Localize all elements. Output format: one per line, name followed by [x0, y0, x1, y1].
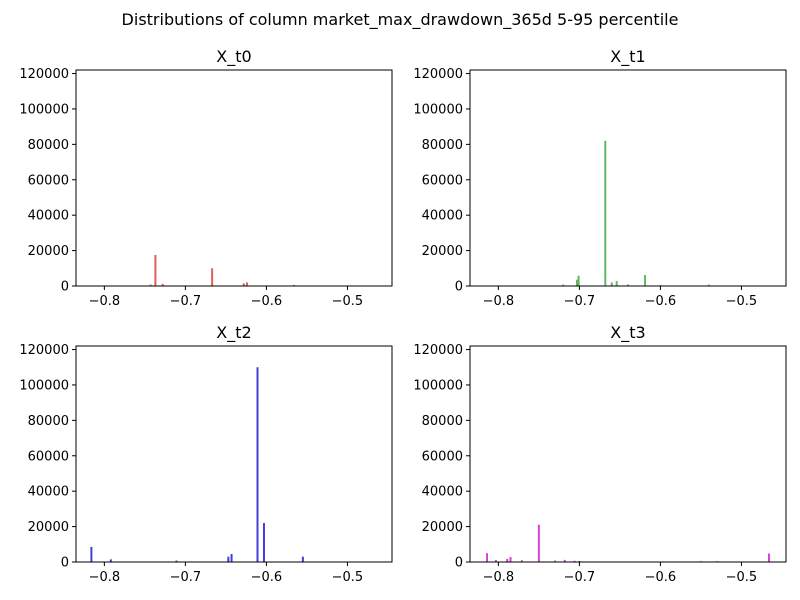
bar [245, 282, 248, 286]
y-tick-label: 60000 [422, 173, 463, 188]
y-tick-label: 0 [455, 556, 463, 571]
subplot-title: X_t3 [610, 323, 645, 343]
y-tick-label: 120000 [413, 67, 463, 82]
bar [610, 282, 613, 286]
bar [575, 279, 578, 286]
y-tick-label: 60000 [28, 173, 69, 188]
y-tick-label: 0 [455, 280, 463, 295]
bar [767, 553, 770, 562]
y-tick-label: 60000 [422, 449, 463, 464]
bar [577, 275, 580, 286]
bar [230, 554, 233, 562]
x-tick-label: −0.6 [645, 294, 677, 309]
y-tick-label: 100000 [413, 102, 463, 117]
bar [256, 367, 259, 562]
x-tick-label: −0.7 [170, 294, 202, 309]
y-tick-label: 80000 [422, 414, 463, 429]
bar [708, 284, 711, 286]
bar [604, 140, 607, 286]
x-tick-label: −0.5 [332, 570, 364, 585]
x-tick-label: −0.6 [251, 570, 283, 585]
x-tick-label: −0.6 [251, 294, 283, 309]
subplot-2: 0 20000 40000 60000 80000 100000 120000 −0.8 −0.… [19, 323, 393, 585]
bar [175, 560, 178, 562]
subplot-title: X_t1 [610, 47, 645, 67]
axes-frame [469, 69, 787, 287]
x-tick-label: −0.7 [564, 294, 596, 309]
x-tick-label: −0.8 [89, 294, 121, 309]
y-tick-label: 80000 [422, 138, 463, 153]
bar [573, 560, 576, 562]
bar [242, 283, 245, 286]
x-tick-label: −0.8 [483, 570, 515, 585]
y-tick-label: 20000 [422, 520, 463, 535]
bar [578, 560, 581, 562]
subplot-1: 0 20000 40000 60000 80000 100000 120000 −0.8 −0.… [413, 47, 787, 309]
bar [627, 284, 629, 286]
bar [227, 556, 230, 562]
y-tick-label: 20000 [28, 244, 69, 259]
axes-frame [469, 345, 787, 563]
y-tick-label: 40000 [422, 209, 463, 224]
y-tick-label: 40000 [28, 485, 69, 500]
y-tick-label: 100000 [19, 102, 69, 117]
bar [211, 268, 214, 286]
x-tick-label: −0.5 [332, 294, 364, 309]
y-tick-label: 0 [61, 280, 69, 295]
x-tick-label: −0.7 [564, 570, 596, 585]
bar [615, 281, 618, 286]
bar [486, 553, 489, 562]
figure-title: Distributions of column market_max_drawd… [122, 10, 679, 30]
y-tick-label: 20000 [28, 520, 69, 535]
bar [154, 255, 157, 286]
x-tick-label: −0.6 [645, 570, 677, 585]
bar [292, 284, 295, 286]
y-tick-label: 100000 [19, 378, 69, 393]
x-tick-label: −0.7 [170, 570, 202, 585]
bar [537, 524, 540, 562]
subplot-0: 0 20000 40000 60000 80000 100000 120000 −0.8 −0.… [19, 47, 393, 309]
bar [494, 559, 497, 562]
bar [506, 558, 509, 562]
bar [109, 559, 112, 562]
x-tick-label: −0.5 [726, 294, 758, 309]
y-tick-label: 120000 [413, 343, 463, 358]
subplot-3: 0 20000 40000 60000 80000 100000 120000 −0.8 −0.… [413, 323, 787, 585]
y-tick-label: 120000 [19, 67, 69, 82]
y-tick-label: 20000 [422, 244, 463, 259]
axes-frame [75, 69, 393, 287]
y-tick-label: 100000 [413, 378, 463, 393]
y-tick-label: 40000 [422, 485, 463, 500]
y-tick-label: 80000 [28, 138, 69, 153]
axes-frame [75, 345, 393, 563]
x-tick-label: −0.5 [726, 570, 758, 585]
bar [262, 523, 265, 562]
bar [161, 283, 164, 286]
subplot-title: X_t2 [216, 323, 251, 343]
bar [520, 560, 523, 562]
bar [509, 557, 512, 562]
bar [562, 284, 565, 286]
y-tick-label: 0 [61, 556, 69, 571]
y-tick-label: 120000 [19, 343, 69, 358]
y-tick-label: 80000 [28, 414, 69, 429]
bar [90, 546, 93, 562]
bar [149, 284, 152, 286]
x-tick-label: −0.8 [89, 570, 121, 585]
y-tick-label: 40000 [28, 209, 69, 224]
bar [644, 275, 647, 286]
bar [563, 559, 566, 562]
bar [301, 556, 304, 562]
subplot-title: X_t0 [216, 47, 251, 67]
x-tick-label: −0.8 [483, 294, 515, 309]
y-tick-label: 60000 [28, 449, 69, 464]
bar [554, 560, 557, 562]
